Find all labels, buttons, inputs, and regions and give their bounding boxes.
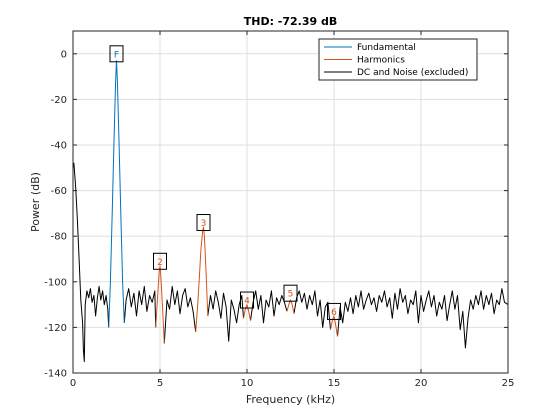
chart-title: THD: -72.39 dB: [244, 15, 338, 28]
annotation-layer: F 2 3 4 5 6: [109, 45, 341, 320]
series-line-dc-and-noise-excluded: [72, 162, 110, 363]
legend-label-fundamental: Fundamental: [357, 43, 416, 53]
annotation-label: 2: [157, 258, 163, 268]
annotation-label: F: [114, 50, 119, 60]
legend-label-noise: DC and Noise (excluded): [357, 68, 468, 78]
plot-area: [73, 31, 508, 373]
annotation-label: 6: [331, 308, 337, 318]
y-tick-label: 0: [61, 49, 67, 60]
series-line-fundamental: [108, 60, 125, 328]
annotation-box: [153, 252, 167, 270]
annotation-label: 4: [244, 297, 250, 307]
y-tick-label: -120: [44, 323, 67, 334]
y-tick-label: -20: [51, 95, 67, 106]
x-tick-label: 10: [241, 378, 254, 389]
series-line-harmonics: [286, 299, 295, 314]
x-tick-label: 0: [70, 378, 76, 389]
y-axis-label: Power (dB): [29, 172, 42, 232]
y-tick-label: -140: [44, 369, 67, 380]
legend[interactable]: Fundamental Harmonics DC and Noise (excl…: [318, 38, 478, 81]
x-tick-label: 20: [415, 378, 428, 389]
series-line-harmonics: [330, 315, 338, 337]
y-tick-label: -100: [44, 277, 67, 288]
annotation-box: [240, 291, 254, 309]
series-line-dc-and-noise-excluded: [207, 290, 244, 342]
series-line-harmonics: [195, 226, 209, 333]
series-layer: [72, 60, 509, 363]
legend-label-harmonics: Harmonics: [357, 56, 405, 66]
annotation-label: 5: [288, 290, 294, 300]
series-line-dc-and-noise-excluded: [250, 290, 288, 324]
x-tick-label: 15: [328, 378, 341, 389]
annotation-box: [196, 214, 211, 232]
series-line-dc-and-noise-excluded: [123, 285, 157, 328]
annotation-box: [283, 284, 298, 302]
annotation-box: [109, 45, 124, 63]
x-tick-label: 5: [157, 378, 163, 389]
series-line-dc-and-noise-excluded: [337, 288, 509, 349]
annotation-label: 3: [201, 219, 207, 229]
annotation-box: [327, 302, 341, 320]
series-line-harmonics: [155, 265, 165, 344]
y-tick-label: -80: [51, 232, 67, 243]
axis-ticks: 0 5 10 15 20 250-20-40-60-80-100-120-140: [44, 31, 514, 389]
x-axis-label: Frequency (kHz): [246, 393, 335, 406]
y-tick-label: -60: [51, 186, 67, 197]
series-line-dc-and-noise-excluded: [293, 290, 331, 330]
series-line-dc-and-noise-excluded: [163, 285, 197, 344]
y-tick-label: -40: [51, 141, 67, 152]
plot-frame: [72, 30, 509, 374]
x-tick-label: 25: [502, 378, 515, 389]
series-line-harmonics: [243, 304, 251, 321]
